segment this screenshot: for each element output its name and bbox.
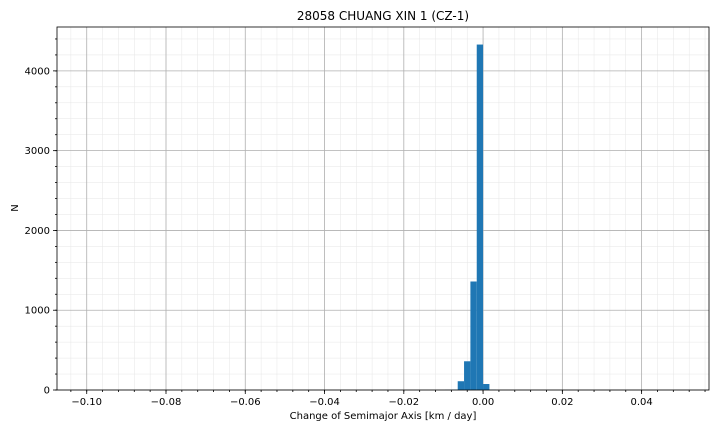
histogram-bar (464, 361, 471, 390)
y-axis-ticks: 0 1000 2000 3000 4000 (25, 38, 57, 397)
histogram-bar (470, 281, 477, 390)
major-gridlines (57, 27, 709, 391)
histogram-bar (476, 44, 484, 391)
x-tick-label: 0.04 (630, 397, 652, 408)
y-tick-label: 4000 (25, 66, 50, 77)
x-tick-label: 0.00 (472, 397, 494, 408)
x-tick-label: −0.04 (309, 397, 340, 408)
x-tick-label: −0.02 (388, 397, 419, 408)
minor-gridlines (57, 27, 709, 391)
x-tick-label: −0.08 (151, 397, 182, 408)
x-tick-label: −0.10 (71, 397, 102, 408)
y-tick-label: 2000 (25, 226, 50, 237)
histogram-bar (457, 381, 465, 390)
y-tick-label: 3000 (25, 146, 50, 157)
y-tick-label: 1000 (25, 306, 50, 317)
y-tick-label: 0 (44, 386, 50, 397)
histogram-bar (483, 384, 490, 390)
x-axis-label: Change of Semimajor Axis [km / day] (290, 411, 477, 422)
y-axis-label: N (10, 204, 21, 211)
histogram-bars (445, 44, 496, 391)
plot-frame (56, 26, 710, 391)
x-tick-label: 0.02 (551, 397, 573, 408)
x-tick-label: −0.06 (230, 397, 261, 408)
x-axis-ticks: −0.10 −0.08 −0.06 −0.04 −0.02 0.00 0.02 0.04 (70, 390, 706, 408)
chart-title: 28058 CHUANG XIN 1 (CZ-1) (297, 9, 469, 23)
